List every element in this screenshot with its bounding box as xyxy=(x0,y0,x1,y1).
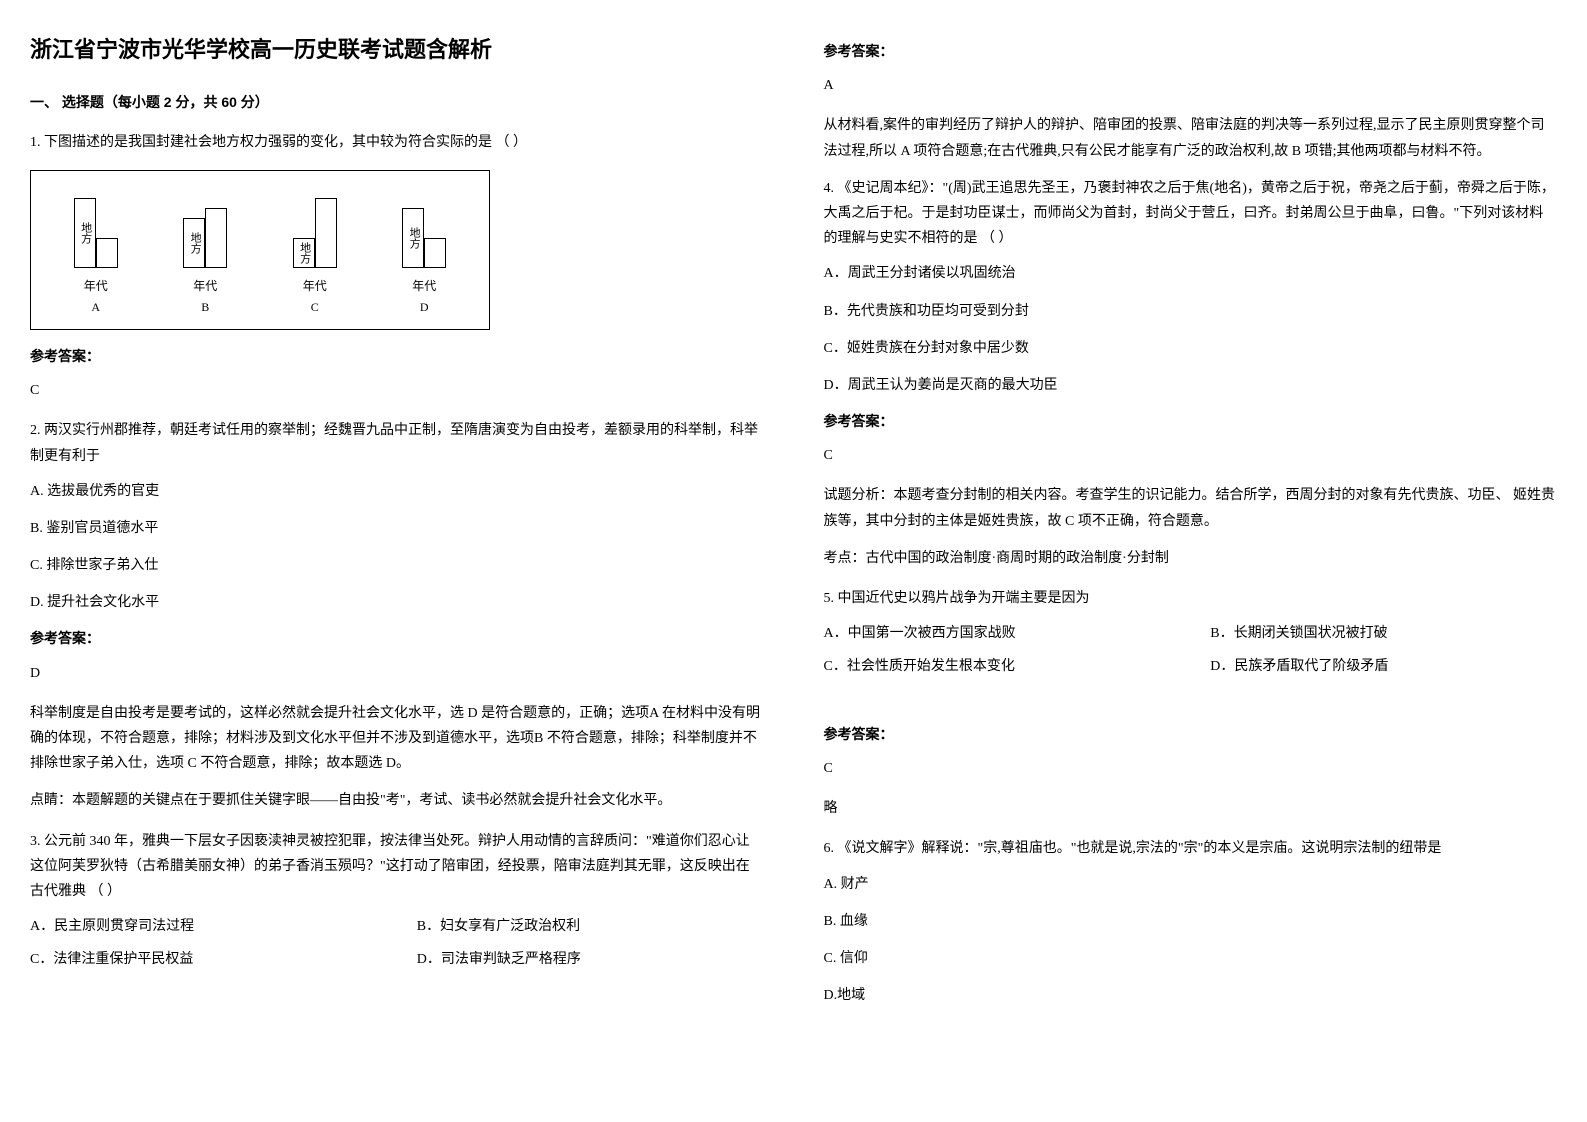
chart-sub: C xyxy=(311,297,319,319)
left-column: 浙江省宁波市光华学校高一历史联考试题含解析 一、 选择题（每小题 2 分，共 6… xyxy=(30,30,764,1023)
question-text: 4. 《史记周本纪》："(周)武王追思先圣王，乃褒封神农之后于焦(地名)，黄帝之… xyxy=(824,176,1558,252)
chart-sub: B xyxy=(201,297,209,319)
question-text: 6. 《说文解字》解释说："宗,尊祖庙也。"也就是说,宗法的"宗"的本义是宗庙。… xyxy=(824,836,1558,861)
chart-bar: 地方 xyxy=(402,208,424,268)
option-b: B. 血缘 xyxy=(824,909,1558,934)
explanation: 从材料看,案件的审判经历了辩护人的辩护、陪审团的投票、陪审法庭的判决等一系列过程… xyxy=(824,113,1558,163)
answer-text: C xyxy=(824,443,1558,468)
option-a: A. 财产 xyxy=(824,872,1558,897)
chart-bar xyxy=(205,208,227,268)
option-a: A．中国第一次被西方国家战败 xyxy=(824,621,1171,646)
chart-item-a: 地方 年代 A xyxy=(74,198,118,319)
answer-label: 参考答案： xyxy=(824,723,1558,748)
option-c: C．姬姓贵族在分封对象中居少数 xyxy=(824,336,1558,361)
option-d: D．周武王认为姜尚是灭商的最大功臣 xyxy=(824,373,1558,398)
option-c: C. 信仰 xyxy=(824,946,1558,971)
chart-bar: 地方 xyxy=(183,218,205,268)
question-1: 1. 下图描述的是我国封建社会地方权力强弱的变化，其中较为符合实际的是 （ ） … xyxy=(30,130,764,404)
explanation: 略 xyxy=(824,796,1558,821)
chart-label: 年代 xyxy=(84,276,108,298)
option-b: B．先代贵族和功臣均可受到分封 xyxy=(824,299,1558,324)
option-c: C．法律注重保护平民权益 xyxy=(30,947,377,972)
answer-text: A xyxy=(824,73,1558,98)
right-column: 参考答案： A 从材料看,案件的审判经历了辩护人的辩护、陪审团的投票、陪审法庭的… xyxy=(824,30,1558,1023)
option-b: B．长期闭关锁国状况被打破 xyxy=(1210,621,1557,646)
option-c: C. 排除世家子弟入仕 xyxy=(30,553,764,578)
question-text: 5. 中国近代史以鸦片战争为开端主要是因为 xyxy=(824,586,1558,611)
option-a: A. 选拔最优秀的官吏 xyxy=(30,479,764,504)
chart-item-b: 地方 年代 B xyxy=(183,208,227,319)
option-c: C．社会性质开始发生根本变化 xyxy=(824,654,1171,679)
question-text: 2. 两汉实行州郡推荐，朝廷考试任用的察举制；经魏晋九品中正制，至隋唐演变为自由… xyxy=(30,418,764,468)
chart-bar xyxy=(96,238,118,268)
option-d: D．民族矛盾取代了阶级矛盾 xyxy=(1210,654,1557,679)
question-text: 1. 下图描述的是我国封建社会地方权力强弱的变化，其中较为符合实际的是 （ ） xyxy=(30,130,764,155)
chart-bar xyxy=(315,198,337,268)
explanation: 试题分析：本题考查分封制的相关内容。考查学生的识记能力。结合所学，西周分封的对象… xyxy=(824,483,1558,533)
document-title: 浙江省宁波市光华学校高一历史联考试题含解析 xyxy=(30,30,764,70)
answer-label: 参考答案： xyxy=(824,410,1558,435)
chart-bar: 地方 xyxy=(293,238,315,268)
chart-item-c: 地方 年代 C xyxy=(293,198,337,319)
question-3: 3. 公元前 340 年，雅典一下层女子因亵渎神灵被控犯罪，按法律当处死。辩护人… xyxy=(30,829,764,973)
chart-label: 年代 xyxy=(303,276,327,298)
option-d: D. 提升社会文化水平 xyxy=(30,590,764,615)
answer-text: D xyxy=(30,661,764,686)
answer-text: C xyxy=(30,378,764,403)
question-4: 4. 《史记周本纪》："(周)武王追思先圣王，乃褒封神农之后于焦(地名)，黄帝之… xyxy=(824,176,1558,571)
question-5: 5. 中国近代史以鸦片战争为开端主要是因为 A．中国第一次被西方国家战败 B．长… xyxy=(824,586,1558,821)
option-d: D．司法审判缺乏严格程序 xyxy=(417,947,764,972)
chart-label: 年代 xyxy=(193,276,217,298)
option-a: A．民主原则贯穿司法过程 xyxy=(30,914,377,939)
explanation: 点睛：本题解题的关键点在于要抓住关键字眼——自由投"考"，考试、读书必然就会提升… xyxy=(30,788,764,813)
chart-sub: D xyxy=(420,297,429,319)
answer-label: 参考答案： xyxy=(30,345,764,370)
question-2: 2. 两汉实行州郡推荐，朝廷考试任用的察举制；经魏晋九品中正制，至隋唐演变为自由… xyxy=(30,418,764,813)
option-b: B．妇女享有广泛政治权利 xyxy=(417,914,764,939)
explanation: 科举制度是自由投考是要考试的，这样必然就会提升社会文化水平，选 D 是符合题意的… xyxy=(30,701,764,777)
section-header: 一、 选择题（每小题 2 分，共 60 分） xyxy=(30,90,764,115)
explanation: 考点：古代中国的政治制度·商周时期的政治制度·分封制 xyxy=(824,546,1558,571)
chart-bar: 地方 xyxy=(74,198,96,268)
question-text: 3. 公元前 340 年，雅典一下层女子因亵渎神灵被控犯罪，按法律当处死。辩护人… xyxy=(30,829,764,905)
chart-item-d: 地方 年代 D xyxy=(402,208,446,319)
chart-bar xyxy=(424,238,446,268)
chart-container: 地方 年代 A 地方 年代 B 地方 xyxy=(30,170,490,330)
chart-label: 年代 xyxy=(412,276,436,298)
chart-sub: A xyxy=(91,297,100,319)
answer-text: C xyxy=(824,756,1558,781)
answer-label: 参考答案： xyxy=(30,627,764,652)
option-d: D.地域 xyxy=(824,983,1558,1008)
answer-label: 参考答案： xyxy=(824,40,1558,65)
option-b: B. 鉴别官员道德水平 xyxy=(30,516,764,541)
question-6: 6. 《说文解字》解释说："宗,尊祖庙也。"也就是说,宗法的"宗"的本义是宗庙。… xyxy=(824,836,1558,1008)
option-a: A．周武王分封诸侯以巩固统治 xyxy=(824,261,1558,286)
